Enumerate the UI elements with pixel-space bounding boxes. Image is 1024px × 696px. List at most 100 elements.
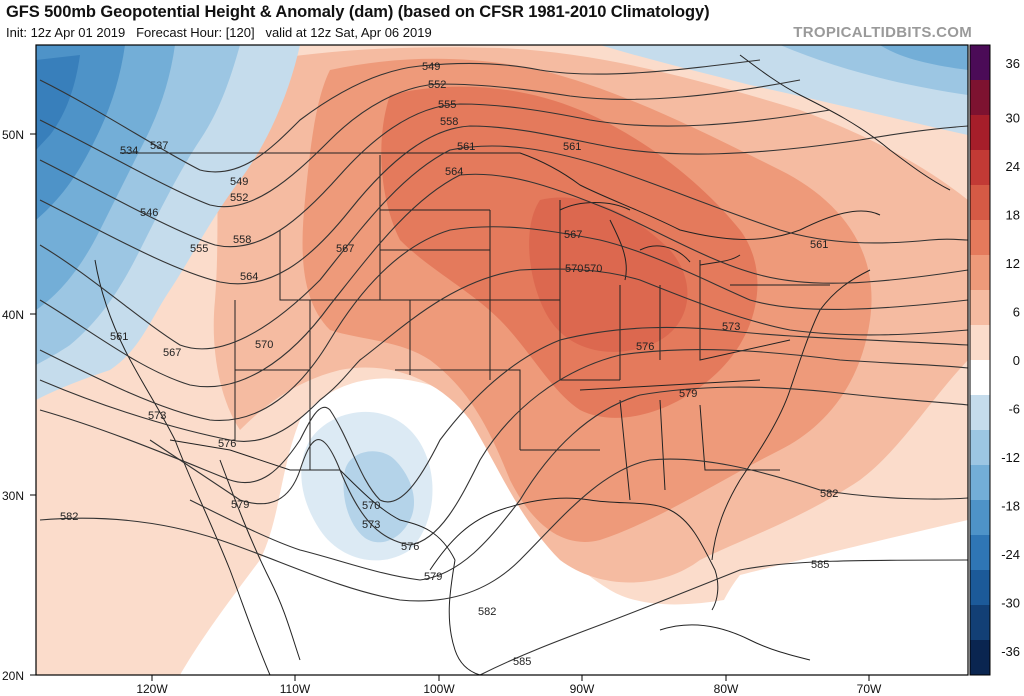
colorbar-swatch xyxy=(970,150,990,186)
contour-label: 567 xyxy=(163,347,181,359)
contour-label: 582 xyxy=(820,488,838,500)
height-contours xyxy=(39,59,968,675)
lon-label: 110W xyxy=(280,682,311,696)
political-boundaries xyxy=(94,54,951,675)
longitude-axis: 120W 110W 100W 90W 80W 70W xyxy=(136,675,882,696)
lon-label: 70W xyxy=(857,682,882,696)
contour-label: 582 xyxy=(60,511,78,523)
contour-576 xyxy=(149,349,968,546)
contour-label: 561 xyxy=(810,239,828,251)
contour-558 xyxy=(39,125,968,285)
colorbar-swatch xyxy=(970,570,990,606)
contour-570 xyxy=(39,268,968,442)
contour-564 xyxy=(39,173,968,388)
colorbar-swatch xyxy=(970,535,990,571)
contour-label: 576 xyxy=(218,438,236,450)
latitude-axis: 50N 40N 30N 20N xyxy=(2,128,36,683)
colorbar-label: 24 xyxy=(1006,159,1020,174)
contour-573 xyxy=(39,326,968,503)
contour-label: 552 xyxy=(230,192,248,204)
contour-label: 561 xyxy=(110,331,128,343)
contour-552 xyxy=(39,79,801,208)
contour-label: 579 xyxy=(679,388,697,400)
anomaly-neg-ne-18 xyxy=(880,45,968,70)
mexico-gulf-coast xyxy=(448,559,481,675)
colorbar-swatch xyxy=(970,290,990,326)
colorbar-swatch xyxy=(970,220,990,256)
valid-time-label: valid at 12z Sat, Apr 06 2019 xyxy=(265,25,432,40)
anomaly-neg-texas-outer xyxy=(301,411,433,561)
contour-label: 558 xyxy=(233,234,251,246)
contour-label: 570 xyxy=(362,500,380,512)
init-label: Init: 12z Apr 01 2019 xyxy=(6,25,126,40)
contour-label: 555 xyxy=(190,243,208,255)
colorbar-swatch xyxy=(970,395,990,431)
contour-label: 561 xyxy=(563,141,581,153)
colorbar-label: 12 xyxy=(1006,256,1020,271)
contour-582 xyxy=(39,458,968,602)
colorbar-swatch xyxy=(970,605,990,641)
contour-labels: 534 537 546 549 552 555 558 561 564 567 … xyxy=(60,61,838,668)
colorbar-swatch xyxy=(970,185,990,221)
lat-label: 40N xyxy=(2,308,24,322)
lat-label: 20N xyxy=(2,669,24,683)
colorbar-label: 6 xyxy=(1013,305,1020,320)
contour-label: 576 xyxy=(636,341,654,353)
contour-label: 549 xyxy=(230,176,248,188)
contour-549 xyxy=(39,59,761,173)
contour-label: 552 xyxy=(428,79,446,91)
colorbar-swatch xyxy=(970,640,990,676)
contour-label: 570 xyxy=(255,339,273,351)
contour-label: 576 xyxy=(401,541,419,553)
colorbar-swatch xyxy=(970,255,990,291)
baja-california xyxy=(219,459,301,661)
contour-label: 579 xyxy=(424,571,442,583)
contour-label: 534 xyxy=(120,145,138,157)
brand-watermark: TROPICALTIDBITS.COM xyxy=(793,24,972,41)
contour-label: 537 xyxy=(150,140,168,152)
colorbar-label: -12 xyxy=(1001,450,1020,465)
contour-label: 582 xyxy=(478,606,496,618)
contour-label: 570 xyxy=(565,263,583,275)
great-lakes xyxy=(559,202,741,281)
colorbar-label: 0 xyxy=(1013,353,1020,368)
colorbar-swatch xyxy=(970,45,990,81)
contour-579 xyxy=(189,386,968,581)
colorbar-swatch xyxy=(970,465,990,501)
lon-label: 100W xyxy=(423,682,455,696)
contour-label: 561 xyxy=(457,141,475,153)
contour-label: 555 xyxy=(438,99,456,111)
contour-label: 570 xyxy=(584,263,602,275)
contour-label: 585 xyxy=(513,656,531,668)
plot-frame xyxy=(35,44,969,676)
contour-label: 585 xyxy=(811,559,829,571)
contour-label: 546 xyxy=(140,207,158,219)
colorbar-label: 30 xyxy=(1006,111,1020,126)
contour-561 xyxy=(39,145,968,350)
contour-label: 567 xyxy=(336,243,354,255)
colorbar-swatch xyxy=(970,500,990,536)
contour-label: 549 xyxy=(422,61,440,73)
colorbar-swatch xyxy=(970,430,990,466)
colorbar-label: -18 xyxy=(1001,498,1020,513)
map-title: GFS 500mb Geopotential Height & Anomaly … xyxy=(6,3,710,21)
forecast-hour-label: Forecast Hour: [120] xyxy=(136,25,255,40)
colorbar-frame xyxy=(969,44,991,676)
contour-label: 564 xyxy=(445,166,463,178)
contour-label: 567 xyxy=(564,229,582,241)
colorbar-label: 36 xyxy=(1006,56,1020,71)
lon-label: 90W xyxy=(570,682,595,696)
anomaly-pos-24 xyxy=(529,197,688,352)
contour-label: 564 xyxy=(240,271,258,283)
colorbar-swatch xyxy=(970,80,990,116)
cuba-coast xyxy=(659,624,811,661)
lon-label: 120W xyxy=(136,682,168,696)
contour-555 xyxy=(39,103,831,248)
lat-label: 30N xyxy=(2,489,24,503)
anomaly-colorbar: 36 30 24 18 12 6 0 -6 -12 -18 -24 -30 -36 xyxy=(969,44,1020,676)
contour-label: 573 xyxy=(722,321,740,333)
lat-label: 50N xyxy=(2,128,24,142)
colorbar-swatch xyxy=(970,360,990,396)
colorbar-label: -30 xyxy=(1001,595,1020,610)
